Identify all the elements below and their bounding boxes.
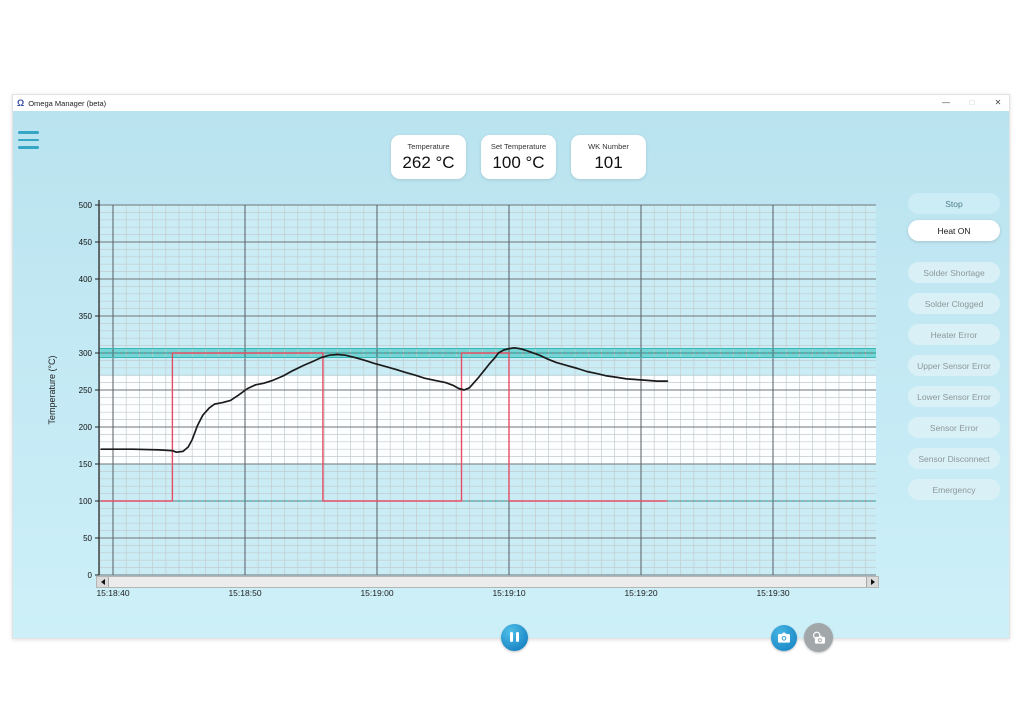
svg-text:15:19:00: 15:19:00 [360, 588, 393, 598]
title-bar: Ω Omega Manager (beta) — □ ✕ [13, 95, 1009, 111]
app-icon: Ω [17, 98, 25, 108]
close-icon[interactable]: ✕ [994, 98, 1002, 107]
camera-burst-icon [812, 631, 825, 644]
minimize-icon[interactable]: — [942, 98, 950, 107]
temperature-card: Temperature 262 °C [391, 135, 466, 179]
svg-text:200: 200 [79, 423, 93, 432]
svg-text:350: 350 [79, 312, 93, 321]
svg-text:250: 250 [79, 386, 93, 395]
temperature-card-label: Temperature [407, 141, 450, 151]
svg-text:300: 300 [79, 349, 93, 358]
pause-button[interactable] [501, 624, 528, 651]
svg-text:150: 150 [79, 460, 93, 469]
solder-clogged-button[interactable]: Solder Clogged [908, 293, 1000, 314]
scrollbar-thumb[interactable] [108, 577, 867, 587]
heater-error-button[interactable]: Heater Error [908, 324, 1000, 345]
wk-number-card-value: 101 [594, 152, 623, 172]
scroll-left-icon[interactable] [97, 577, 108, 587]
svg-text:400: 400 [79, 275, 93, 284]
heat-on-button[interactable]: Heat ON [908, 220, 1000, 241]
svg-text:15:19:30: 15:19:30 [756, 588, 789, 598]
pause-icon [508, 630, 521, 645]
set-temperature-card: Set Temperature 100 °C [481, 135, 556, 179]
upper-sensor-error-button[interactable]: Upper Sensor Error [908, 355, 1000, 376]
svg-text:15:18:40: 15:18:40 [96, 588, 129, 598]
scroll-right-icon[interactable] [867, 577, 878, 587]
svg-text:50: 50 [83, 534, 92, 543]
svg-text:15:18:50: 15:18:50 [228, 588, 261, 598]
window-title: Omega Manager (beta) [28, 98, 107, 108]
chart-scrollbar[interactable] [96, 576, 879, 588]
svg-text:450: 450 [79, 238, 93, 247]
temperature-chart: 0 50 100 150 200 250 300 350 400 450 500 15:18:40 15… [47, 200, 876, 598]
main-content: Temperature 262 °C Set Temperature 100 °… [13, 111, 1009, 652]
svg-text:15:19:10: 15:19:10 [492, 588, 525, 598]
snapshot-multi-button[interactable] [804, 623, 833, 652]
svg-text:500: 500 [79, 201, 93, 210]
svg-text:100: 100 [79, 497, 93, 506]
readout-cards: Temperature 262 °C Set Temperature 100 °… [391, 135, 646, 179]
wk-number-card: WK Number 101 [571, 135, 646, 179]
emergency-button[interactable]: Emergency [908, 479, 1000, 500]
solder-shortage-button[interactable]: Solder Shortage [908, 262, 1000, 283]
maximize-icon[interactable]: □ [969, 98, 975, 107]
temperature-card-value: 262 °C [402, 152, 455, 172]
snapshot-button[interactable] [771, 625, 797, 651]
svg-text:0: 0 [88, 571, 93, 580]
menu-icon[interactable] [18, 131, 40, 149]
lower-sensor-error-button[interactable]: Lower Sensor Error [908, 386, 1000, 407]
stop-button[interactable]: Stop [908, 193, 1000, 214]
window-controls: — □ ✕ [941, 95, 1003, 111]
set-temperature-card-label: Set Temperature [490, 141, 547, 151]
app-window: Ω Omega Manager (beta) — □ ✕ Temperature… [12, 94, 1010, 652]
sensor-disconnect-button[interactable]: Sensor Disconnect [908, 448, 1000, 469]
svg-text:Temperature (°C): Temperature (°C) [47, 355, 57, 424]
wk-number-card-label: WK Number [588, 141, 629, 151]
camera-icon [778, 632, 790, 643]
svg-text:15:19:20: 15:19:20 [624, 588, 657, 598]
sensor-error-button[interactable]: Sensor Error [908, 417, 1000, 438]
set-temperature-card-value: 100 °C [492, 152, 545, 172]
